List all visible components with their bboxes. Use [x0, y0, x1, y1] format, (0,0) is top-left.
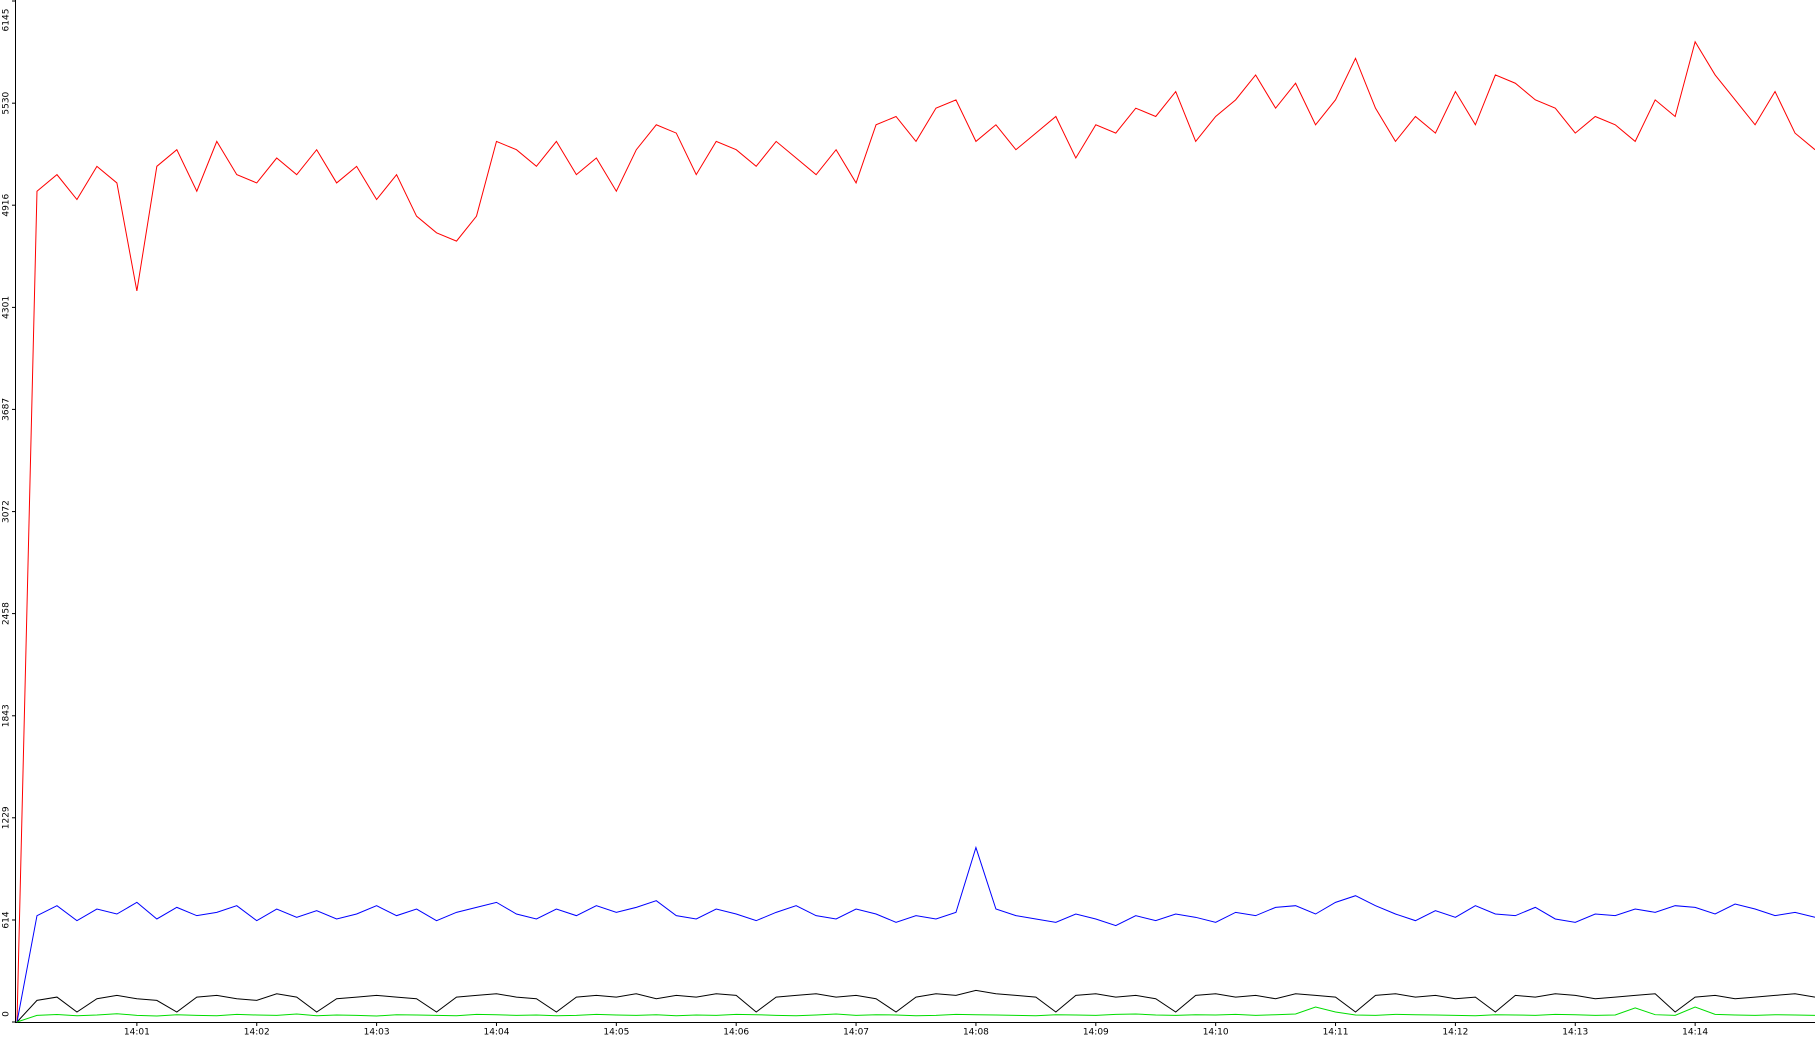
x-tick-label: 14:14 — [1682, 1028, 1708, 1038]
y-tick-label: 2458 — [2, 602, 12, 625]
y-tick-label: 614 — [2, 911, 12, 928]
y-tick-label: 3072 — [2, 500, 12, 523]
x-tick-label: 14:06 — [723, 1028, 749, 1038]
x-tick-label: 14:08 — [963, 1028, 989, 1038]
line-series — [16, 845, 1815, 1023]
x-tick-label: 14:12 — [1442, 1028, 1468, 1038]
x-tick-label: 14:10 — [1203, 1028, 1229, 1038]
line-series — [16, 989, 1815, 1023]
line-series — [16, 1006, 1815, 1023]
y-tick-label: 1229 — [2, 806, 12, 829]
x-tick-label: 14:04 — [483, 1028, 509, 1038]
x-tick-label: 14:09 — [1083, 1028, 1109, 1038]
x-tick-label: 14:01 — [124, 1028, 150, 1038]
y-tick-label: 4916 — [2, 193, 12, 216]
y-tick-label: 6145 — [2, 9, 12, 32]
line-series — [16, 40, 1815, 1023]
x-tick-label: 14:02 — [244, 1028, 270, 1038]
x-tick-label: 14:05 — [603, 1028, 629, 1038]
y-tick-label: 5530 — [2, 91, 12, 114]
x-tick-label: 14:07 — [843, 1028, 869, 1038]
y-tick-label: 0 — [2, 1011, 12, 1017]
x-tick-label: 14:13 — [1562, 1028, 1588, 1038]
y-tick-label: 3687 — [2, 398, 12, 421]
x-tick-label: 14:11 — [1323, 1028, 1349, 1038]
x-tick-label: 14:03 — [364, 1028, 390, 1038]
y-tick-label: 1843 — [2, 704, 12, 727]
y-tick-label: 4301 — [2, 296, 12, 319]
